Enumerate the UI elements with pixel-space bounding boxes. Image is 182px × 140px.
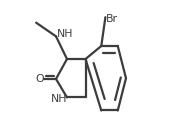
Text: NH: NH [51, 94, 68, 104]
Text: NH: NH [57, 29, 73, 39]
Text: O: O [35, 74, 44, 84]
Text: Br: Br [106, 14, 118, 24]
